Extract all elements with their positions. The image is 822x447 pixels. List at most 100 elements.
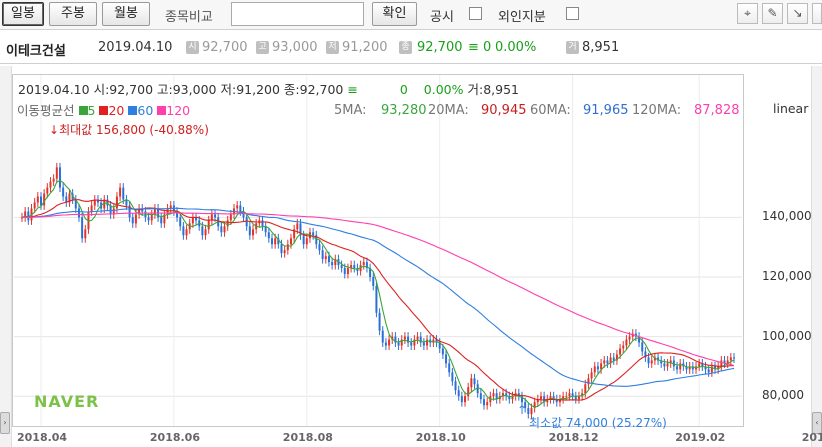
candle-body — [280, 244, 283, 254]
candle-body — [81, 217, 84, 239]
x-tick-label: 2018.04 — [16, 431, 68, 444]
candle-body — [445, 354, 448, 364]
x-tick-label: 2018.08 — [282, 431, 333, 444]
candle-body — [296, 223, 299, 230]
info-high: 93,000 — [272, 40, 318, 55]
candle-body — [24, 211, 27, 218]
compare-input[interactable] — [231, 2, 364, 26]
ohlc-close: 92,700 — [299, 82, 344, 97]
candle-body — [400, 339, 403, 346]
left-panel-handle[interactable]: › — [0, 66, 12, 447]
ma5-swatch — [78, 106, 88, 115]
chart-frame[interactable] — [12, 74, 744, 427]
line-tool-icon[interactable]: ↘ — [787, 3, 808, 24]
candle-body — [236, 205, 239, 209]
candle-body — [571, 393, 574, 397]
candle-body — [543, 396, 546, 403]
ma60-value-label: 60MA: — [530, 103, 571, 118]
candle-body — [549, 396, 552, 400]
candle-body — [195, 217, 198, 221]
low-badge: 저 — [326, 41, 339, 54]
candle-body — [106, 199, 109, 206]
monthly-button[interactable]: 월봉 — [102, 2, 150, 26]
candle-body — [267, 232, 270, 239]
candle-body — [166, 208, 169, 215]
candle-body — [435, 339, 438, 343]
candle-body — [58, 167, 61, 188]
candle-body — [293, 229, 296, 239]
candle-body — [381, 330, 384, 343]
candle-body — [261, 220, 264, 227]
info-rate: 0.00% — [495, 40, 537, 55]
candle-body — [454, 381, 457, 391]
candle-body — [505, 393, 508, 397]
ma120-line — [22, 212, 735, 367]
ohlc-low: 91,200 — [236, 82, 280, 97]
candle-body — [93, 199, 96, 206]
candle-body — [726, 360, 729, 364]
candle-body — [422, 342, 425, 346]
candle-body — [182, 226, 185, 236]
ma-legend: 이동평균선 5 20 60 120 — [17, 100, 190, 119]
candle-body — [527, 408, 530, 415]
candle-body — [27, 211, 30, 221]
open-badge: 시 — [186, 41, 199, 54]
candle-body — [720, 360, 723, 367]
candle-body — [343, 268, 346, 275]
candle-body — [606, 360, 609, 364]
foreign-checkbox[interactable] — [566, 7, 579, 20]
candle-body — [277, 238, 280, 245]
disclosure-checkbox[interactable] — [469, 7, 482, 20]
ohlc-low-label: 저: — [220, 82, 237, 97]
pointer-tool-icon[interactable]: ⌖ — [737, 3, 758, 24]
scale-mode[interactable]: linear — [773, 101, 809, 116]
candle-body — [419, 336, 422, 343]
candle-body — [169, 205, 172, 209]
pen-tool-icon[interactable]: ✎ — [762, 3, 783, 24]
candle-body — [660, 360, 663, 364]
candle-body — [622, 345, 625, 349]
candle-body — [318, 244, 321, 251]
candle-body — [321, 250, 324, 260]
daily-button[interactable]: 일봉 — [2, 2, 44, 26]
chart-grid — [14, 75, 742, 426]
ma5-value: 93,280 — [381, 103, 427, 118]
candle-body — [612, 357, 615, 361]
ma-legend-label: 이동평균선 — [17, 103, 75, 118]
candle-body — [242, 211, 245, 218]
ma-lines — [21, 179, 735, 408]
candle-body — [378, 312, 381, 331]
ma20-value-label: 20MA: — [428, 103, 469, 118]
confirm-button[interactable]: 확인 — [372, 2, 417, 26]
candle-body — [274, 238, 277, 245]
candle-body — [334, 259, 337, 266]
candle-body — [176, 211, 179, 218]
candle-body — [448, 363, 451, 373]
candle-body — [141, 208, 144, 212]
candle-body — [226, 220, 229, 227]
candle-body — [179, 217, 182, 227]
weekly-button[interactable]: 주봉 — [49, 2, 97, 26]
candle-body — [641, 342, 644, 352]
candle-body — [432, 339, 435, 343]
candle-body — [112, 208, 115, 215]
candles — [21, 162, 735, 419]
candle-body — [565, 396, 568, 398]
candle-body — [653, 357, 656, 361]
candle-body — [479, 393, 482, 400]
compare-label: 종목비교 — [165, 10, 213, 25]
candle-body — [90, 205, 93, 212]
candle-body — [207, 220, 210, 230]
candle-body — [476, 384, 479, 394]
candle-body — [676, 366, 679, 370]
candle-body — [596, 366, 599, 370]
ohlc-change: 0 — [399, 82, 408, 97]
ma20-value: 90,945 — [481, 103, 527, 118]
candle-body — [353, 265, 356, 269]
candle-body — [365, 262, 368, 269]
candle-body — [628, 336, 631, 340]
candle-body — [214, 214, 217, 218]
left-collapse-icon[interactable]: › — [0, 412, 10, 434]
candle-body — [125, 199, 128, 206]
